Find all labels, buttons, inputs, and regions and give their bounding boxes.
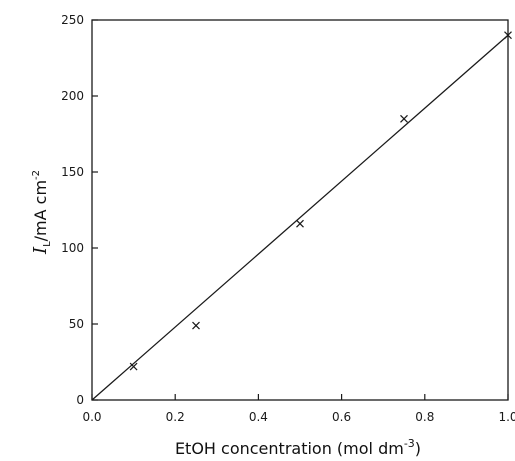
x-tick-label: 0.4: [249, 410, 268, 424]
x-axis-title-close: ): [415, 439, 421, 458]
x-tick-label: 1.0: [498, 410, 515, 424]
data-series: [91, 31, 512, 401]
y-tick-label: 150: [61, 165, 84, 179]
y-axis-unit: /mA cm: [31, 180, 50, 241]
x-tick-label: 0.6: [332, 410, 351, 424]
x-axis-title-exp: -3: [404, 437, 415, 450]
x-tick-label: 0.0: [82, 410, 101, 424]
y-axis-ticks: 0 50 100 150 200 250: [61, 13, 98, 407]
data-point: [504, 31, 512, 40]
y-tick-label: 0: [76, 393, 84, 407]
data-point: [400, 114, 408, 123]
x-axis-title: EtOH concentration (mol dm-3): [175, 437, 421, 458]
y-tick-label: 200: [61, 89, 84, 103]
x-axis-ticks: 0.0 0.2 0.4 0.6 0.8 1.0: [82, 394, 515, 424]
data-point: [129, 362, 138, 371]
y-axis-sub: L: [42, 241, 53, 247]
data-point: [192, 321, 200, 330]
y-axis-exp: -2: [31, 170, 42, 180]
x-axis-title-main: EtOH concentration (mol dm: [175, 439, 404, 458]
y-axis-title: IL/mA cm-2: [30, 170, 53, 255]
data-point: [296, 219, 304, 228]
y-tick-label: 250: [61, 13, 84, 27]
x-tick-label: 0.8: [415, 410, 434, 424]
y-tick-label: 100: [61, 241, 84, 255]
fit-line: [91, 34, 509, 401]
plot-frame: [91, 19, 509, 401]
y-axis-var: I: [30, 246, 51, 255]
y-tick-label: 50: [69, 317, 84, 331]
x-tick-label: 0.2: [166, 410, 185, 424]
